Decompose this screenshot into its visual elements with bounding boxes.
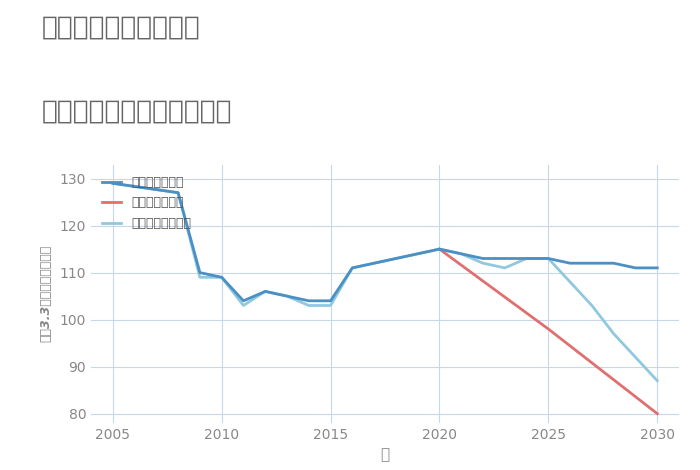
グッドシナリオ xyxy=(414,251,422,257)
グッドシナリオ xyxy=(500,256,509,261)
ノーマルシナリオ xyxy=(544,256,552,261)
グッドシナリオ xyxy=(261,289,270,294)
ノーマルシナリオ xyxy=(610,331,618,337)
グッドシナリオ xyxy=(610,260,618,266)
グッドシナリオ xyxy=(544,256,552,261)
グッドシナリオ xyxy=(588,260,596,266)
グッドシナリオ xyxy=(196,270,204,275)
グッドシナリオ xyxy=(653,265,662,271)
バッドシナリオ xyxy=(653,411,662,416)
ノーマルシナリオ xyxy=(479,260,487,266)
ノーマルシナリオ xyxy=(588,303,596,308)
グッドシナリオ xyxy=(392,256,400,261)
グッドシナリオ xyxy=(348,265,356,271)
グッドシナリオ xyxy=(283,293,291,299)
ノーマルシナリオ xyxy=(239,303,248,308)
グッドシナリオ xyxy=(435,246,444,252)
Text: 中古マンションの価格推移: 中古マンションの価格推移 xyxy=(42,99,232,125)
ノーマルシナリオ xyxy=(196,274,204,280)
ノーマルシナリオ xyxy=(457,251,466,257)
Text: 奈良県橿原市四条町の: 奈良県橿原市四条町の xyxy=(42,14,201,40)
ノーマルシナリオ xyxy=(370,260,378,266)
グッドシナリオ xyxy=(108,180,117,186)
ノーマルシナリオ xyxy=(653,378,662,384)
ノーマルシナリオ xyxy=(522,256,531,261)
グッドシナリオ xyxy=(304,298,313,304)
ノーマルシナリオ xyxy=(348,265,356,271)
Line: ノーマルシナリオ: ノーマルシナリオ xyxy=(113,183,657,381)
Line: グッドシナリオ: グッドシナリオ xyxy=(113,183,657,301)
グッドシナリオ xyxy=(239,298,248,304)
バッドシナリオ xyxy=(544,326,552,332)
Y-axis label: 坪（3.3㎡）単価（万円）: 坪（3.3㎡）単価（万円） xyxy=(40,245,52,342)
ノーマルシナリオ xyxy=(414,251,422,257)
グッドシナリオ xyxy=(479,256,487,261)
グッドシナリオ xyxy=(174,190,182,196)
ノーマルシナリオ xyxy=(435,246,444,252)
ノーマルシナリオ xyxy=(566,279,574,285)
グッドシナリオ xyxy=(566,260,574,266)
Line: バッドシナリオ: バッドシナリオ xyxy=(440,249,657,414)
グッドシナリオ xyxy=(522,256,531,261)
グッドシナリオ xyxy=(218,274,226,280)
グッドシナリオ xyxy=(370,260,378,266)
ノーマルシナリオ xyxy=(326,303,335,308)
バッドシナリオ xyxy=(435,246,444,252)
ノーマルシナリオ xyxy=(261,289,270,294)
ノーマルシナリオ xyxy=(283,293,291,299)
ノーマルシナリオ xyxy=(631,354,640,360)
ノーマルシナリオ xyxy=(304,303,313,308)
ノーマルシナリオ xyxy=(500,265,509,271)
グッドシナリオ xyxy=(326,298,335,304)
ノーマルシナリオ xyxy=(108,180,117,186)
ノーマルシナリオ xyxy=(218,274,226,280)
グッドシナリオ xyxy=(631,265,640,271)
ノーマルシナリオ xyxy=(392,256,400,261)
グッドシナリオ xyxy=(457,251,466,257)
X-axis label: 年: 年 xyxy=(380,447,390,462)
ノーマルシナリオ xyxy=(174,190,182,196)
Legend: グッドシナリオ, バッドシナリオ, ノーマルシナリオ: グッドシナリオ, バッドシナリオ, ノーマルシナリオ xyxy=(97,171,196,235)
